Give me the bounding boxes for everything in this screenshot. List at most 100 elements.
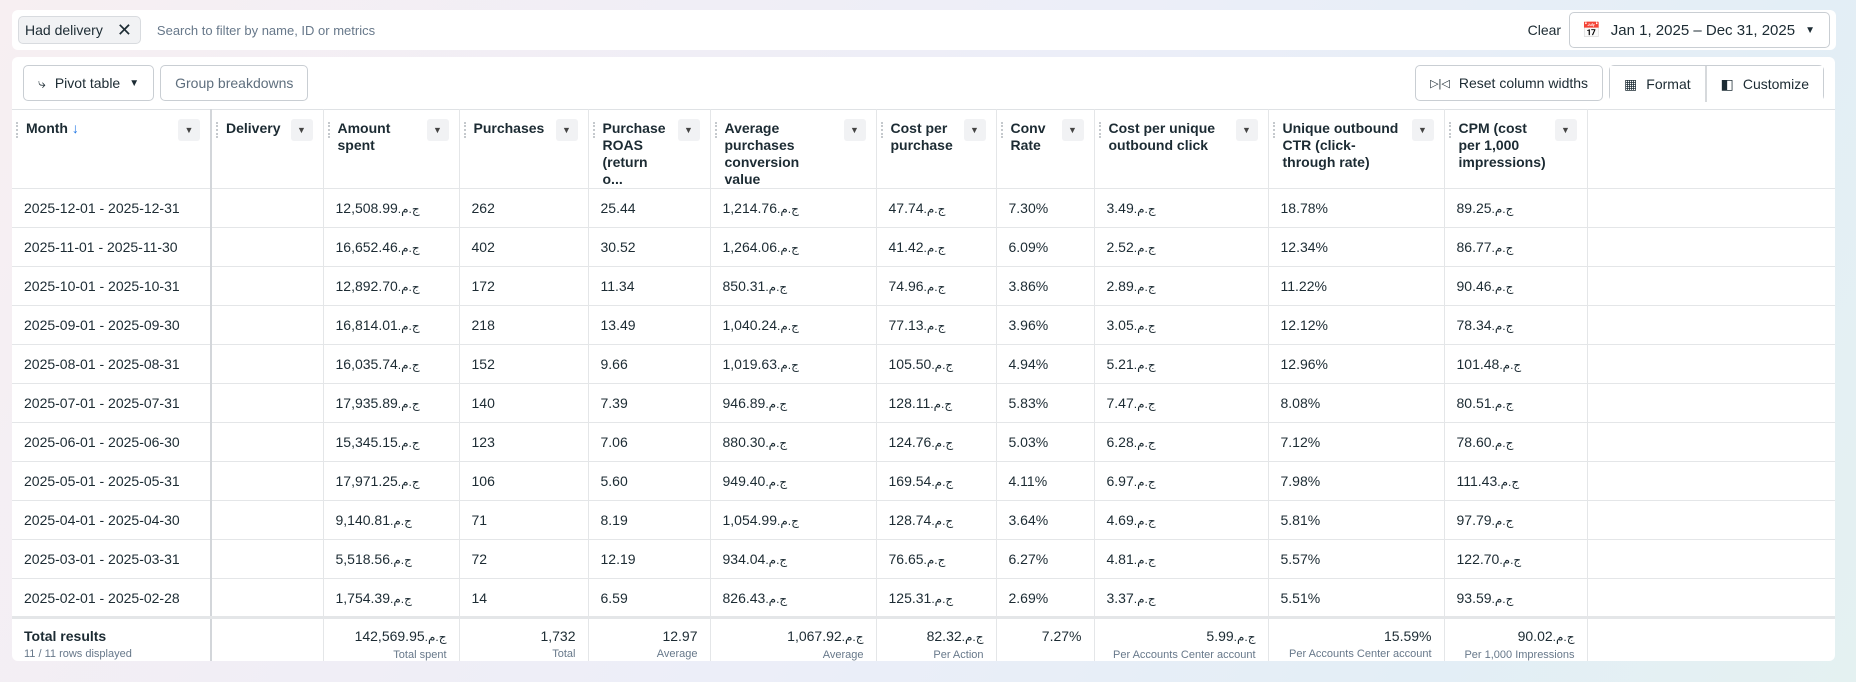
column-drag-handle[interactable] bbox=[880, 122, 883, 138]
table-cell: 17,971.25ج.م. bbox=[323, 461, 460, 501]
table-cell: 5.83% bbox=[996, 383, 1095, 423]
column-menu-icon[interactable]: ▼ bbox=[677, 119, 700, 141]
column-drag-handle[interactable] bbox=[1098, 122, 1101, 138]
table-cell: 2025-12-01 - 2025-12-31 bbox=[12, 188, 212, 228]
column-header[interactable]: Purchases ▼ bbox=[459, 109, 589, 189]
column-header[interactable]: Purchase ROAS (return o... ▼ bbox=[588, 109, 711, 189]
column-drag-handle[interactable] bbox=[327, 122, 330, 138]
table-cell: 89.25ج.م. bbox=[1444, 188, 1588, 228]
column-header[interactable]: CPM (cost per 1,000 impressions) ▼ bbox=[1444, 109, 1588, 189]
filter-bar: Had delivery ✕ Search to filter by name,… bbox=[12, 10, 1836, 50]
column-menu-icon[interactable]: ▼ bbox=[555, 119, 578, 141]
column-drag-handle[interactable] bbox=[1448, 122, 1451, 138]
table-cell: 122.70ج.م. bbox=[1444, 539, 1588, 579]
column-header[interactable]: Average purchases conversion value ▼ bbox=[710, 109, 877, 189]
column-header[interactable]: Delivery ▼ bbox=[211, 109, 324, 189]
filler-cell bbox=[1587, 383, 1835, 423]
column-menu-icon[interactable]: ▼ bbox=[1554, 119, 1577, 141]
column-menu-icon[interactable]: ▼ bbox=[1235, 119, 1258, 141]
table-cell: 2025-09-01 - 2025-09-30 bbox=[12, 305, 212, 345]
column-drag-handle[interactable] bbox=[714, 122, 717, 138]
filler-cell bbox=[1587, 266, 1835, 306]
column-drag-handle[interactable] bbox=[1000, 122, 1003, 138]
table-cell: 3.64% bbox=[996, 500, 1095, 540]
table-row[interactable]: 2025-02-01 - 2025-02-28 1,754.39ج.م. 14 6.5… bbox=[12, 578, 1835, 618]
table-row[interactable]: 2025-04-01 - 2025-04-30 9,140.81ج.م. 71 8.1… bbox=[12, 500, 1835, 540]
clear-button[interactable]: Clear bbox=[1527, 22, 1562, 38]
total-cell: 15.59% Per Accounts Center account bbox=[1268, 616, 1445, 661]
table-cell: 4.81ج.م. bbox=[1094, 539, 1269, 579]
group-breakdowns-button[interactable]: Group breakdowns bbox=[160, 65, 309, 101]
table-cell: 7.06 bbox=[588, 422, 711, 462]
column-header[interactable]: Month ↓ ▼ bbox=[12, 109, 212, 189]
table-cell: 850.31ج.م. bbox=[710, 266, 877, 306]
table-cell: 2.69% bbox=[996, 578, 1095, 618]
rows-displayed: 11 / 11 rows displayed bbox=[24, 648, 132, 660]
table-cell: 76.65ج.م. bbox=[876, 539, 997, 579]
column-menu-icon[interactable]: ▼ bbox=[426, 119, 449, 141]
filter-chip-had-delivery[interactable]: Had delivery ✕ bbox=[18, 16, 141, 44]
filler-cell bbox=[1587, 539, 1835, 579]
column-menu-icon[interactable]: ▼ bbox=[843, 119, 866, 141]
table-cell: 111.43ج.م. bbox=[1444, 461, 1588, 501]
column-menu-icon[interactable]: ▼ bbox=[963, 119, 986, 141]
pivot-icon: ⤷ bbox=[38, 74, 46, 91]
table-row[interactable]: 2025-09-01 - 2025-09-30 16,814.01ج.م. 218 1… bbox=[12, 305, 1835, 345]
table-cell: 3.96% bbox=[996, 305, 1095, 345]
column-header[interactable]: Cost per unique outbound click ▼ bbox=[1094, 109, 1269, 189]
total-cell: 12.97 Average bbox=[588, 616, 711, 661]
date-range-picker[interactable]: 📅 Jan 1, 2025 – Dec 31, 2025 ▼ bbox=[1569, 12, 1830, 48]
filler-cell bbox=[1587, 500, 1835, 540]
table-cell: 3.05ج.م. bbox=[1094, 305, 1269, 345]
table-cell: 2025-04-01 - 2025-04-30 bbox=[12, 500, 212, 540]
table-cell: 101.48ج.م. bbox=[1444, 344, 1588, 384]
table-row[interactable]: 2025-05-01 - 2025-05-31 17,971.25ج.م. 106 5… bbox=[12, 461, 1835, 501]
table-row[interactable]: 2025-03-01 - 2025-03-31 5,518.56ج.م. 72 12.… bbox=[12, 539, 1835, 579]
table-row[interactable]: 2025-08-01 - 2025-08-31 16,035.74ج.م. 152 9… bbox=[12, 344, 1835, 384]
column-drag-handle[interactable] bbox=[463, 122, 466, 138]
customize-button[interactable]: ◧ Customize bbox=[1704, 66, 1823, 102]
table-row[interactable]: 2025-11-01 - 2025-11-30 16,652.46ج.م. 402 3… bbox=[12, 227, 1835, 267]
table-cell bbox=[211, 188, 324, 228]
table-row[interactable]: 2025-06-01 - 2025-06-30 15,345.15ج.م. 123 7… bbox=[12, 422, 1835, 462]
column-drag-handle[interactable] bbox=[216, 122, 218, 138]
column-menu-icon[interactable]: ▼ bbox=[1411, 119, 1434, 141]
table-cell: 12.96% bbox=[1268, 344, 1445, 384]
table-cell bbox=[211, 344, 324, 384]
column-drag-handle[interactable] bbox=[1272, 122, 1275, 138]
table-row[interactable]: 2025-10-01 - 2025-10-31 12,892.70ج.م. 172 1… bbox=[12, 266, 1835, 306]
column-menu-icon[interactable]: ▼ bbox=[290, 119, 313, 141]
pivot-table-button[interactable]: ⤷ Pivot table ▼ bbox=[23, 65, 155, 101]
sort-arrow-icon[interactable]: ↓ bbox=[71, 120, 79, 136]
table-toolbar: ⤷ Pivot table ▼ Group breakdowns ▷|◁ Res… bbox=[12, 57, 1835, 109]
column-drag-handle[interactable] bbox=[592, 122, 595, 138]
column-header[interactable]: Cost per purchase ▼ bbox=[876, 109, 997, 189]
column-header[interactable]: Amount spent ▼ bbox=[323, 109, 460, 189]
search-input[interactable]: Search to filter by name, ID or metrics bbox=[156, 22, 376, 38]
format-button[interactable]: ▦ Format bbox=[1610, 66, 1705, 102]
table-row[interactable]: 2025-12-01 - 2025-12-31 12,508.99ج.م. 262 2… bbox=[12, 188, 1835, 228]
table-cell: 3.86% bbox=[996, 266, 1095, 306]
table-cell: 12.12% bbox=[1268, 305, 1445, 345]
table-cell: 12.34% bbox=[1268, 227, 1445, 267]
column-header[interactable]: Conv Rate ▼ bbox=[996, 109, 1095, 189]
column-header[interactable]: Unique outbound CTR (click-through rate)… bbox=[1268, 109, 1445, 189]
column-menu-icon[interactable]: ▼ bbox=[178, 119, 200, 141]
column-drag-handle[interactable] bbox=[16, 122, 18, 138]
table-cell: 1,264.06ج.م. bbox=[710, 227, 877, 267]
table-row[interactable]: 2025-07-01 - 2025-07-31 17,935.89ج.م. 140 7… bbox=[12, 383, 1835, 423]
table-cell: 71 bbox=[459, 500, 589, 540]
column-menu-icon[interactable]: ▼ bbox=[1061, 119, 1084, 141]
reset-column-widths-button[interactable]: ▷|◁ Reset column widths bbox=[1415, 65, 1604, 101]
close-icon[interactable]: ✕ bbox=[116, 20, 132, 40]
table-cell: 402 bbox=[459, 227, 589, 267]
filler-cell bbox=[1587, 461, 1835, 501]
total-title: Total results bbox=[24, 628, 107, 644]
table-cell: 128.74ج.م. bbox=[876, 500, 997, 540]
table-cell: 106 bbox=[459, 461, 589, 501]
report-card: ⤷ Pivot table ▼ Group breakdowns ▷|◁ Res… bbox=[12, 57, 1835, 661]
table-cell: 8.19 bbox=[588, 500, 711, 540]
table-cell: 7.98% bbox=[1268, 461, 1445, 501]
table-cell: 11.22% bbox=[1268, 266, 1445, 306]
table-cell: 169.54ج.م. bbox=[876, 461, 997, 501]
